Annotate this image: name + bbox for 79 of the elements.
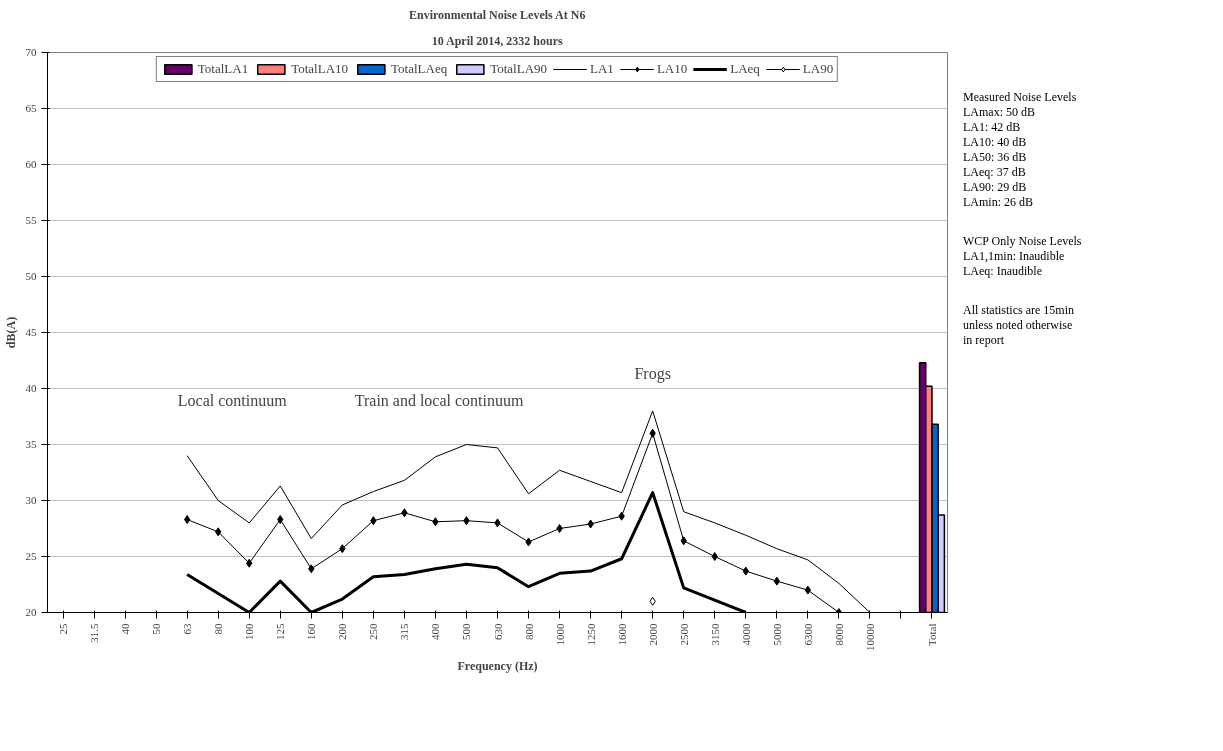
legend-label: TotalLA90 bbox=[490, 61, 548, 77]
point bbox=[339, 544, 346, 554]
x-tick-label: 125 bbox=[274, 623, 287, 640]
chart-title: Environmental Noise Levels At N6 bbox=[408, 7, 586, 22]
point bbox=[649, 428, 656, 438]
x-tick-label: 5000 bbox=[770, 623, 783, 646]
point bbox=[804, 585, 812, 595]
legend-label: TotalLAeq bbox=[391, 61, 448, 77]
x-tick-label: 10000 bbox=[863, 623, 876, 651]
x-tick-label: 500 bbox=[460, 623, 473, 640]
text: Measured Noise Levels LAmax: 50 dB LA1: 42 dB LA10: 40 dB LA50: 36 dB LAeq: 37 dB LA90: 29 dB LAmin: 26 dB bbox=[963, 90, 1077, 210]
x-tick-label: 4000 bbox=[739, 623, 752, 646]
point bbox=[556, 524, 563, 533]
x-tick-label: 1600 bbox=[615, 623, 628, 646]
point bbox=[742, 566, 749, 576]
y-tick-label: 60 bbox=[25, 158, 37, 170]
point bbox=[215, 527, 222, 537]
y-tick-label: 25 bbox=[25, 550, 37, 562]
x-axis-title: Frequency (Hz) bbox=[457, 659, 538, 673]
x-tick-label: 25 bbox=[57, 623, 70, 635]
annotation: Frogs bbox=[634, 364, 671, 383]
y-tick-label: 45 bbox=[25, 326, 37, 338]
y-tick-label: 40 bbox=[25, 382, 37, 394]
legend-label: TotalLA1 bbox=[197, 61, 249, 77]
x-tick-label: 1250 bbox=[584, 623, 597, 646]
x-tick-label: 200 bbox=[336, 623, 349, 640]
point bbox=[401, 508, 408, 518]
legend-label: LAeq bbox=[730, 61, 760, 77]
annotation: Train and local continuum bbox=[354, 391, 525, 409]
point bbox=[308, 564, 315, 574]
chart-subtitle: 10 April 2014, 2332 hours bbox=[431, 33, 564, 48]
legend-label: LA10 bbox=[656, 61, 688, 77]
y-axis-title: dB(A) bbox=[3, 316, 18, 349]
point bbox=[525, 537, 532, 547]
point bbox=[587, 519, 594, 529]
point bbox=[494, 518, 501, 528]
x-tick-label: 31.5 bbox=[88, 623, 101, 643]
y-tick-label: 50 bbox=[25, 270, 37, 282]
text: All statistics are 15min unless noted otherwise in report bbox=[963, 303, 1074, 348]
x-tick-label: 630 bbox=[491, 623, 504, 640]
y-tick-label: 65 bbox=[25, 102, 37, 114]
point bbox=[618, 511, 625, 521]
x-tick-label: 250 bbox=[367, 623, 380, 640]
y-tick-label: 35 bbox=[25, 438, 37, 450]
x-tick-label: 160 bbox=[305, 623, 318, 640]
x-tick-label: Total bbox=[925, 623, 938, 646]
x-tick-label: 3150 bbox=[708, 623, 721, 646]
point bbox=[370, 516, 377, 526]
legend-label: LA90 bbox=[802, 61, 834, 77]
x-tick-label: 2000 bbox=[646, 623, 659, 646]
point bbox=[680, 536, 687, 546]
x-tick-label: 50 bbox=[150, 623, 163, 635]
point bbox=[649, 596, 656, 606]
x-tick-label: 315 bbox=[398, 623, 411, 640]
text: WCP Only Noise Levels LA1,1min: Inaudible LAeq: Inaudible bbox=[963, 234, 1082, 279]
point bbox=[183, 515, 191, 525]
point bbox=[246, 558, 253, 568]
y-tick-label: 55 bbox=[25, 214, 37, 226]
x-tick-label: 2500 bbox=[677, 623, 690, 646]
annotation: Local continuum bbox=[177, 391, 288, 409]
point bbox=[432, 517, 439, 527]
legend-label: LA1 bbox=[590, 61, 614, 77]
point bbox=[773, 576, 780, 586]
legend-label: TotalLA10 bbox=[291, 61, 349, 77]
point bbox=[711, 552, 718, 561]
x-tick-label: 8000 bbox=[832, 623, 845, 646]
point bbox=[277, 515, 284, 525]
x-tick-label: 80 bbox=[212, 623, 225, 635]
y-tick-label: 30 bbox=[25, 494, 37, 506]
x-tick-label: 63 bbox=[181, 623, 194, 635]
x-tick-label: 400 bbox=[429, 623, 442, 640]
x-tick-label: 40 bbox=[119, 623, 132, 635]
point bbox=[463, 516, 470, 526]
x-tick-label: 6300 bbox=[801, 623, 814, 646]
y-tick-label: 20 bbox=[25, 606, 37, 618]
x-tick-label: 100 bbox=[243, 623, 256, 640]
x-tick-label: 800 bbox=[522, 623, 535, 640]
y-tick-label: 70 bbox=[25, 46, 37, 58]
x-tick-label: 1000 bbox=[553, 623, 566, 646]
